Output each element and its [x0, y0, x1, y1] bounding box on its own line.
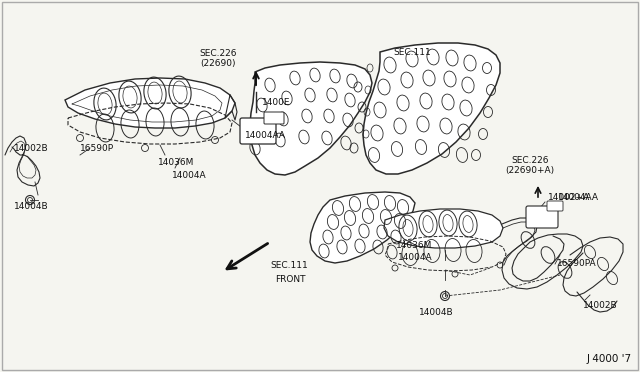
Text: 14004AA: 14004AA: [245, 131, 286, 140]
Polygon shape: [384, 209, 503, 248]
Text: 14004A: 14004A: [398, 253, 433, 263]
FancyBboxPatch shape: [526, 206, 558, 228]
Text: 14036M: 14036M: [158, 157, 195, 167]
Polygon shape: [250, 62, 372, 175]
Text: 14004A: 14004A: [172, 170, 207, 180]
Text: 16590PA: 16590PA: [557, 260, 596, 269]
Text: J 4000 '7: J 4000 '7: [587, 354, 632, 364]
Text: 14004AA: 14004AA: [558, 192, 599, 202]
FancyBboxPatch shape: [240, 118, 276, 144]
Text: SEC.226
(22690+A): SEC.226 (22690+A): [506, 155, 555, 175]
Text: 14036M: 14036M: [396, 241, 433, 250]
FancyBboxPatch shape: [264, 112, 284, 124]
Text: 14004B: 14004B: [419, 308, 453, 317]
Text: 16590P: 16590P: [80, 144, 114, 153]
FancyBboxPatch shape: [547, 201, 563, 211]
Text: 14002B: 14002B: [14, 144, 49, 153]
Text: SEC.111: SEC.111: [393, 48, 431, 57]
Polygon shape: [65, 78, 235, 128]
Polygon shape: [363, 43, 500, 174]
Text: 14002+A: 14002+A: [548, 192, 590, 202]
Text: FRONT: FRONT: [275, 275, 305, 284]
Text: 1400E: 1400E: [262, 97, 291, 106]
Polygon shape: [310, 192, 415, 263]
Text: SEC.111: SEC.111: [270, 260, 308, 269]
Text: 14004B: 14004B: [14, 202, 49, 211]
Text: 14002B: 14002B: [583, 301, 618, 310]
Text: SEC.226
(22690): SEC.226 (22690): [199, 49, 237, 68]
